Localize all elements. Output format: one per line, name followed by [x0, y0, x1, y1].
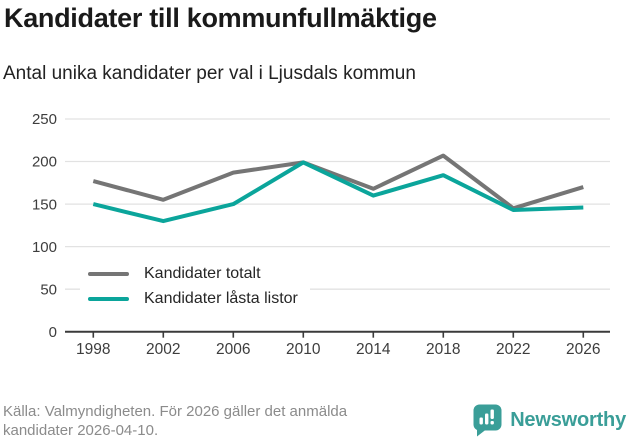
legend-item-locked-lists: Kandidater låsta listor	[88, 286, 298, 311]
series-line-locked-lists	[92, 160, 584, 224]
source-note-line1: Källa: Valmyndigheten. För 2026 gäller d…	[3, 403, 348, 420]
x-tick-label-2026: 2026	[566, 341, 600, 358]
newsworthy-pin-barchart-icon	[473, 404, 502, 437]
y-tick-label-250: 250	[32, 111, 57, 128]
chart-legend: Kandidater totalt Kandidater låsta listo…	[80, 259, 310, 313]
series-line-total	[92, 153, 584, 211]
page-title: Kandidater till kommunfullmäktige	[4, 3, 437, 33]
x-tick-label-2006: 2006	[216, 341, 250, 358]
x-tick-label-1998: 1998	[76, 341, 110, 358]
y-tick-label-150: 150	[32, 196, 57, 213]
legend-label-locked-lists: Kandidater låsta listor	[144, 289, 298, 307]
source-note-line2: kandidater 2026-04-10.	[3, 422, 159, 439]
x-tick-label-2010: 2010	[286, 341, 321, 358]
newsworthy-logo: Newsworthy	[473, 404, 626, 437]
x-tick-label-2022: 2022	[496, 341, 530, 358]
legend-label-total: Kandidater totalt	[144, 264, 261, 282]
legend-swatch-total	[88, 271, 129, 276]
source-note: Källa: Valmyndigheten. För 2026 gäller d…	[3, 402, 473, 440]
newsworthy-wordmark: Newsworthy	[510, 409, 626, 431]
x-tick-label-2014: 2014	[356, 341, 391, 358]
legend-swatch-locked-lists	[88, 296, 129, 301]
x-tick-label-2002: 2002	[146, 341, 180, 358]
x-tick-label-2018: 2018	[426, 341, 460, 358]
y-tick-label-50: 50	[40, 281, 57, 298]
y-tick-label-200: 200	[32, 154, 57, 171]
y-tick-label-0: 0	[49, 324, 57, 341]
y-tick-label-100: 100	[32, 239, 57, 256]
line-chart: 0 50 100 150 200 250 1998 2002 2006 2010 2014 2018 2…	[32, 111, 610, 358]
chart-subtitle: Antal unika kandidater per val i Ljusdal…	[3, 63, 416, 84]
legend-item-total: Kandidater totalt	[88, 261, 298, 286]
